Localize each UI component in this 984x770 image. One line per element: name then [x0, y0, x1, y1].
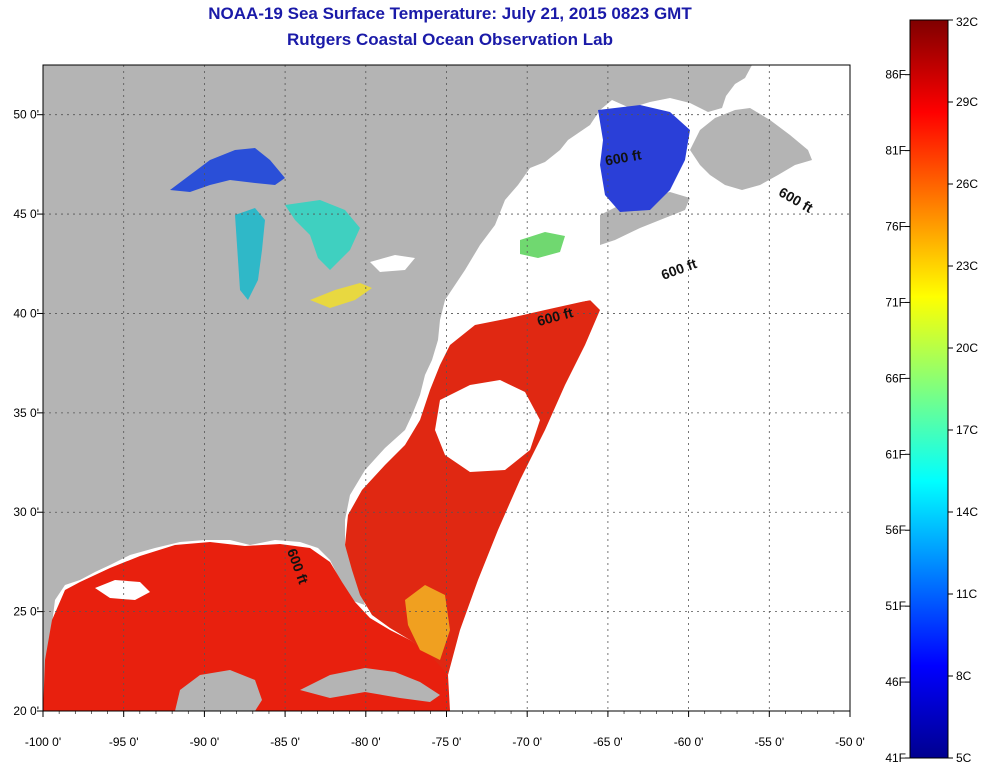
- colorbar-ticks: 32C 29C 26C 23C 20C 17C 14C 11C 8C 5C 86F 81F 76F 71F…: [885, 15, 978, 765]
- gulf-st-lawrence: [598, 105, 690, 212]
- lake-superior: [170, 148, 285, 192]
- sst-gulf-of-mexico: [43, 542, 450, 711]
- lat-tick-label: 40 0': [13, 306, 39, 320]
- lon-tick-label: -75 0': [432, 735, 462, 749]
- colorbar-label-f: 86F: [885, 68, 906, 82]
- lon-tick-label: -60 0': [674, 735, 704, 749]
- lon-tick-label: -85 0': [270, 735, 300, 749]
- sst-cool-patch-new-england: [520, 232, 565, 258]
- colorbar-label-c: 29C: [956, 95, 978, 109]
- axis-ticks: -100 0' -95 0' -90 0' -85 0' -80 0' -75 0' -70…: [13, 108, 864, 749]
- lat-tick-label: 35 0': [13, 406, 39, 420]
- land-cuba: [300, 668, 440, 702]
- colorbar-label-f: 46F: [885, 675, 906, 689]
- land-yucatan: [175, 670, 262, 711]
- map-title: NOAA-19 Sea Surface Temperature: July 21…: [208, 4, 692, 23]
- colorbar-label-c: 32C: [956, 15, 978, 29]
- map-subtitle: Rutgers Coastal Ocean Observation Lab: [287, 30, 613, 49]
- lon-tick-label: -65 0': [593, 735, 623, 749]
- colorbar-label-f: 81F: [885, 144, 906, 158]
- map-grid: [43, 65, 850, 711]
- colorbar-label-f: 61F: [885, 447, 906, 461]
- lake-erie: [310, 283, 372, 308]
- lon-tick-label: -100 0': [25, 735, 61, 749]
- colorbar-label-c: 20C: [956, 341, 978, 355]
- lat-tick-label: 50 0': [13, 108, 39, 122]
- land-mass: [43, 65, 752, 711]
- sst-atlantic-swath: [345, 300, 600, 675]
- land-atlantic-canada: [690, 108, 812, 190]
- lon-tick-label: -50 0': [835, 735, 865, 749]
- colorbar-label-f: 66F: [885, 371, 906, 385]
- colorbar-label-c: 17C: [956, 423, 978, 437]
- colorbar-label-c: 23C: [956, 259, 978, 273]
- lat-tick-label: 20 0': [13, 704, 39, 718]
- sst-cool-patch-carolinas: [405, 585, 450, 660]
- lake-huron: [285, 200, 360, 270]
- colorbar-label-c: 11C: [956, 587, 977, 601]
- colorbar-label-c: 5C: [956, 751, 972, 765]
- lat-tick-label: 30 0': [13, 505, 39, 519]
- lon-tick-label: -70 0': [512, 735, 542, 749]
- lon-tick-label: -90 0': [190, 735, 220, 749]
- colorbar-label-f: 71F: [885, 295, 906, 309]
- lake-ontario: [370, 255, 415, 272]
- colorbar-label-f: 51F: [885, 599, 906, 613]
- colorbar: [909, 19, 949, 759]
- lat-tick-label: 45 0': [13, 207, 39, 221]
- colorbar-label-f: 76F: [885, 220, 906, 234]
- lat-tick-label: 25 0': [13, 605, 39, 619]
- lon-tick-label: -55 0': [754, 735, 784, 749]
- colorbar-label-c: 8C: [956, 669, 972, 683]
- lon-tick-label: -95 0': [109, 735, 139, 749]
- cloud-area-north: [505, 258, 600, 305]
- colorbar-label-f: 41F: [885, 751, 906, 765]
- cloud-area-gulf: [95, 580, 150, 600]
- contour-label-600ft: 600 ft: [604, 146, 643, 168]
- map-canvas: [43, 65, 850, 711]
- lake-michigan: [235, 208, 265, 300]
- cloud-area-mid-atlantic: [435, 380, 540, 472]
- lon-tick-label: -80 0': [351, 735, 381, 749]
- colorbar-label-f: 56F: [885, 523, 906, 537]
- colorbar-label-c: 26C: [956, 177, 978, 191]
- colorbar-label-c: 14C: [956, 505, 978, 519]
